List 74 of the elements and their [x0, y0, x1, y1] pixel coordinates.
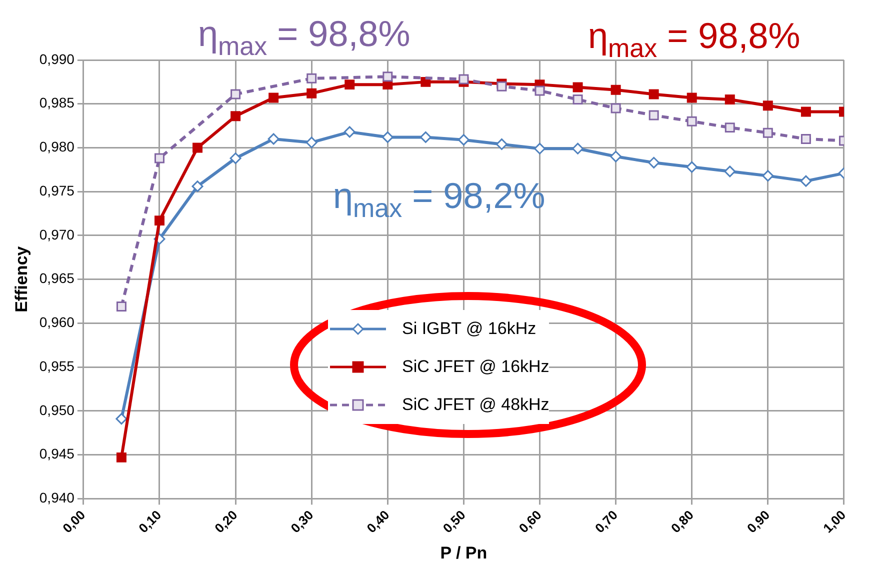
point [154, 153, 164, 164]
point [306, 88, 317, 98]
point [268, 133, 280, 145]
point [230, 89, 241, 100]
y-tick-label: 0,960 [39, 314, 75, 330]
x-tick-label: 0,30 [288, 507, 316, 536]
point [344, 80, 355, 90]
y-tick-label: 0,965 [39, 270, 75, 286]
y-tick-label: 0,940 [39, 490, 75, 506]
x-axis-title: P / Pn [440, 543, 488, 562]
point [572, 82, 583, 92]
point [762, 100, 773, 111]
point [686, 161, 698, 173]
y-tick-label: 0,950 [39, 402, 75, 418]
point [458, 74, 469, 84]
point [534, 86, 545, 96]
legend-label: SiC JFET @ 16kHz [402, 357, 550, 377]
x-tick-label: 0,70 [592, 507, 620, 536]
point [496, 138, 508, 150]
x-tick-label: 0,10 [136, 507, 164, 536]
point [496, 81, 507, 92]
y-tick-label: 0,985 [39, 94, 75, 111]
legend-label: Si IGBT @ 16kHz [402, 319, 536, 339]
point [610, 103, 621, 114]
point [648, 110, 659, 120]
point [192, 180, 204, 192]
point [230, 111, 241, 122]
point [116, 413, 128, 425]
point [230, 152, 242, 164]
point [610, 84, 621, 95]
point [648, 89, 659, 100]
point [268, 92, 279, 103]
point [648, 156, 660, 168]
legend-label: SiC JFET @ 48kHz [402, 395, 550, 415]
point [572, 94, 583, 104]
point [724, 94, 735, 104]
point [800, 106, 811, 117]
point [192, 142, 203, 153]
y-axis-title: Effiency [12, 246, 31, 312]
point [800, 175, 812, 187]
point [686, 116, 697, 126]
point [762, 170, 774, 182]
y-tick-label: 0,975 [39, 182, 75, 198]
point [382, 72, 393, 82]
point [420, 131, 432, 143]
x-tick-label: 0,80 [668, 507, 697, 536]
point [724, 122, 735, 133]
x-tick-label: 0,90 [744, 507, 773, 536]
x-tick-label: 0,60 [516, 507, 544, 536]
point [116, 452, 126, 462]
y-tick-label: 0,980 [39, 138, 75, 155]
x-tick-label: 0,50 [440, 507, 468, 536]
y-tick-label: 0,945 [39, 446, 75, 462]
point [762, 128, 773, 138]
point [382, 131, 394, 143]
y-tick-label: 0,955 [39, 358, 75, 374]
x-tick-label: 1,00 [820, 507, 849, 536]
point [154, 216, 164, 226]
x-tick-label: 0,00 [60, 507, 88, 536]
point [572, 142, 584, 154]
point [686, 92, 697, 103]
point [800, 134, 811, 144]
y-tick-label: 0,970 [39, 226, 75, 242]
point [344, 126, 356, 138]
x-tick-label: 0,40 [364, 507, 392, 536]
point [610, 150, 622, 162]
point [306, 136, 318, 148]
point [534, 142, 546, 154]
point [724, 166, 736, 178]
point [116, 302, 126, 312]
y-tick-label: 0,990 [39, 50, 75, 67]
point [306, 73, 317, 84]
x-tick-label: 0,20 [212, 507, 240, 536]
point [458, 134, 470, 146]
